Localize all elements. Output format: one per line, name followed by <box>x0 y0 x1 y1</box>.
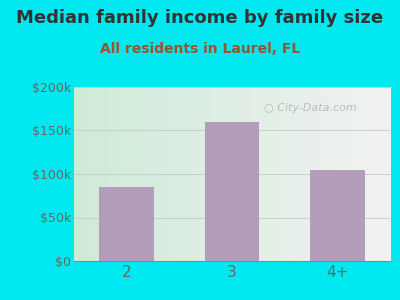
Bar <box>205 122 259 261</box>
Text: All residents in Laurel, FL: All residents in Laurel, FL <box>100 42 300 56</box>
Text: Median family income by family size: Median family income by family size <box>16 9 384 27</box>
Bar <box>310 169 365 261</box>
Text: ○ City-Data.com: ○ City-Data.com <box>264 103 356 113</box>
Bar <box>99 187 154 261</box>
